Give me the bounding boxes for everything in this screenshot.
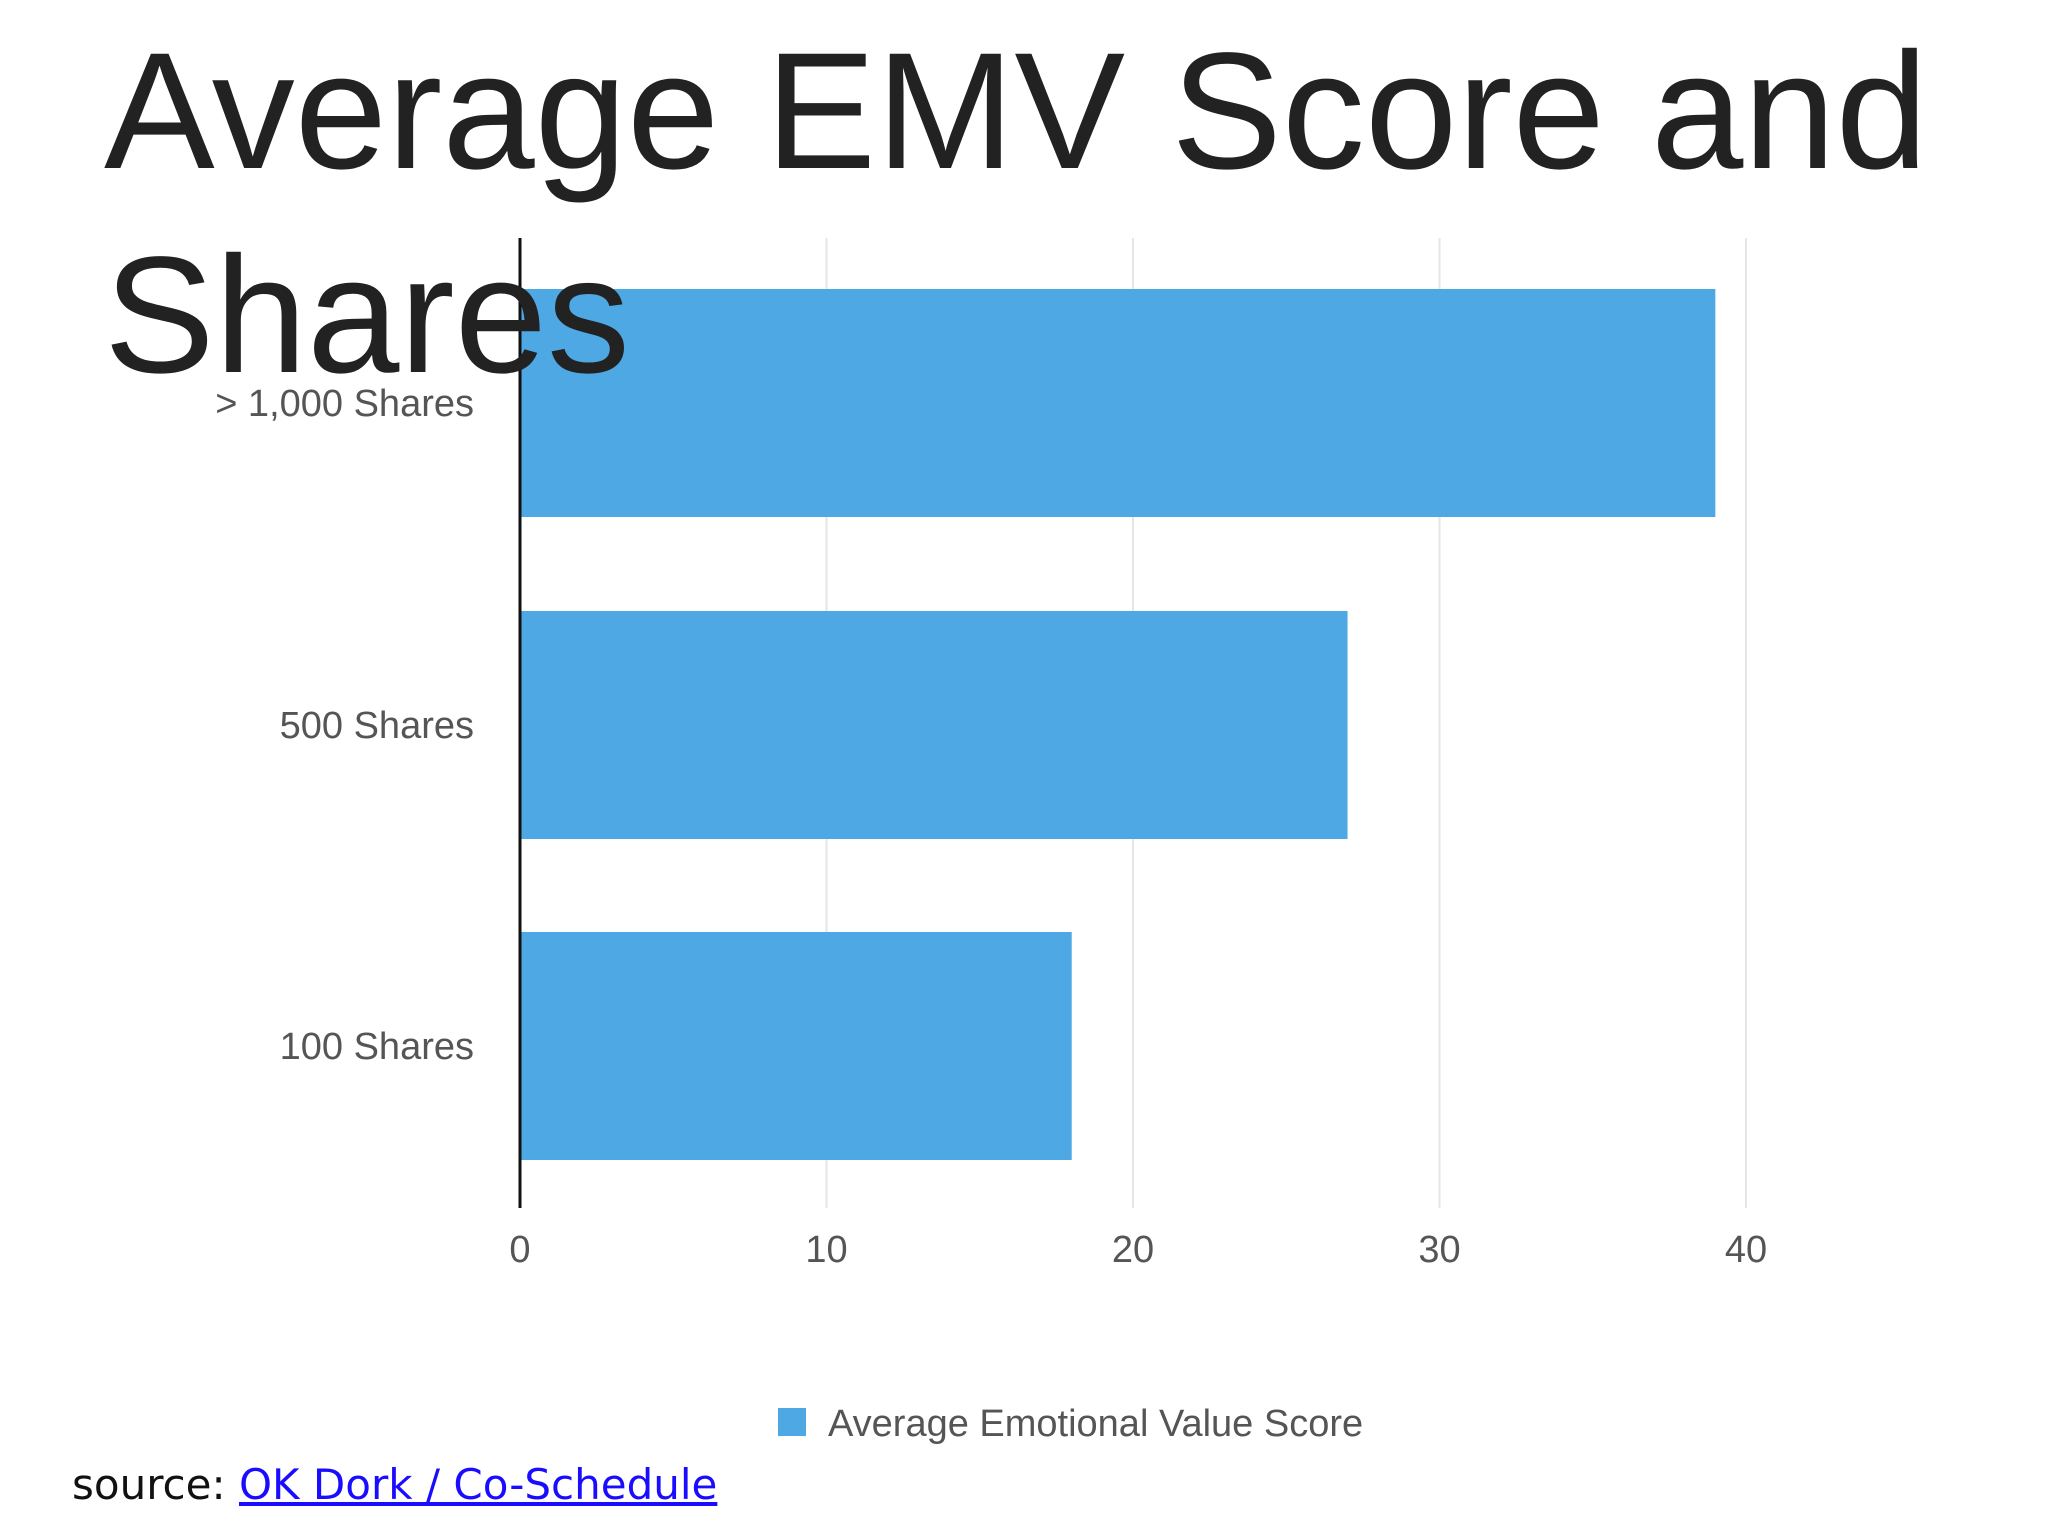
source-line: source: OK Dork / Co-Schedule bbox=[72, 1460, 717, 1509]
bar-2 bbox=[520, 932, 1072, 1160]
legend-swatch bbox=[778, 1408, 806, 1436]
source-link[interactable]: OK Dork / Co-Schedule bbox=[238, 1460, 718, 1509]
bars bbox=[520, 289, 1716, 1160]
category-label-0: > 1,000 Shares bbox=[215, 383, 474, 425]
slide-title: Average EMV Score and Shares bbox=[104, 19, 1928, 408]
x-tick-label-0: 0 bbox=[509, 1229, 530, 1271]
bar-0 bbox=[520, 289, 1716, 517]
category-label-2: 100 Shares bbox=[280, 1026, 474, 1068]
category-labels: > 1,000 Shares 500 Shares 100 Shares bbox=[215, 383, 474, 1068]
source-prefix: source: bbox=[72, 1460, 239, 1509]
x-tick-label-30: 30 bbox=[1418, 1229, 1460, 1271]
x-tick-label-20: 20 bbox=[1112, 1229, 1154, 1271]
category-label-1: 500 Shares bbox=[280, 705, 474, 747]
x-axis-ticks: 0 10 20 30 40 bbox=[509, 1229, 1767, 1271]
x-tick-label-40: 40 bbox=[1725, 1229, 1767, 1271]
legend: Average Emotional Value Score bbox=[778, 1403, 1363, 1445]
bar-1 bbox=[520, 611, 1348, 839]
x-tick-label-10: 10 bbox=[805, 1229, 847, 1271]
legend-label: Average Emotional Value Score bbox=[828, 1403, 1363, 1445]
